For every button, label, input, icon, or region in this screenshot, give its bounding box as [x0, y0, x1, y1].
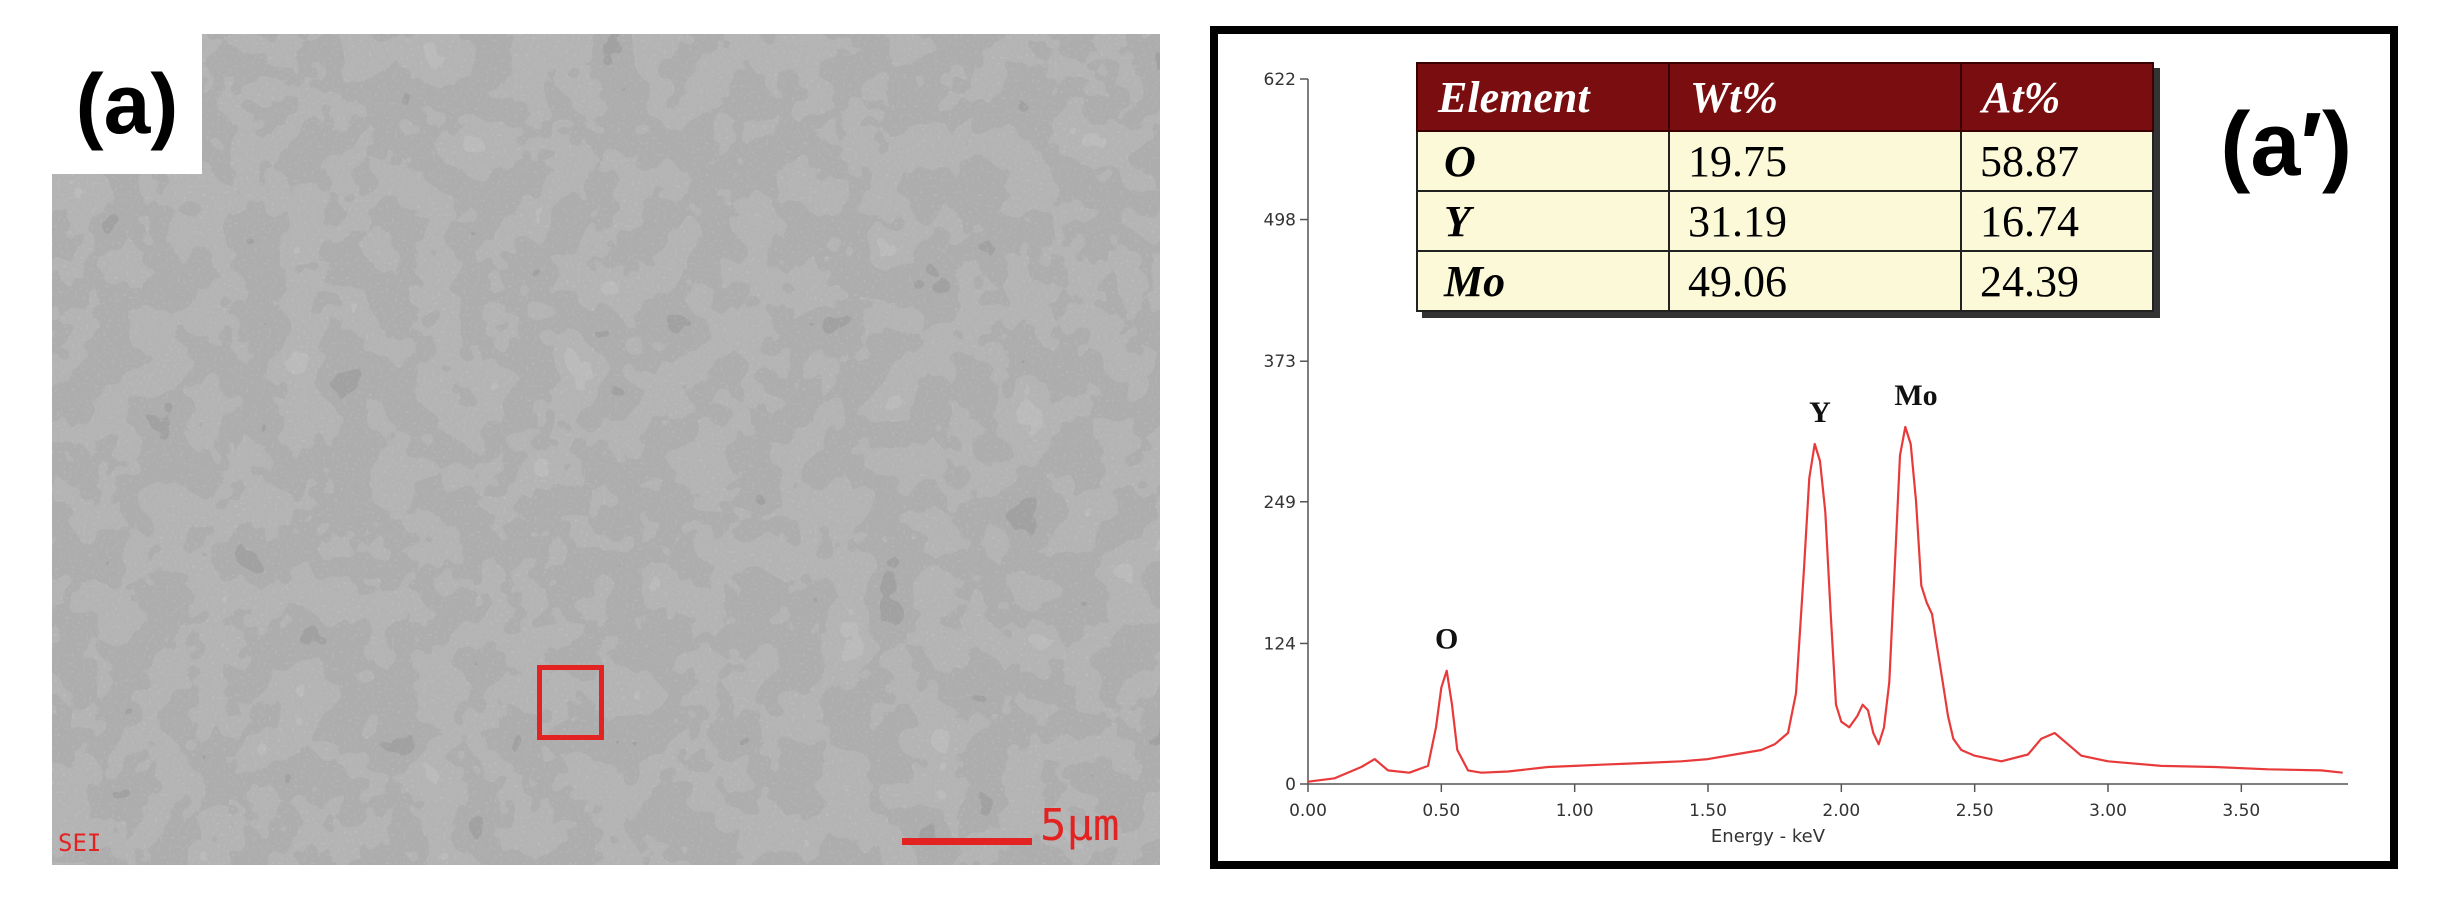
table-row: Y 31.19 16.74 — [1416, 190, 2154, 252]
peak-label-y: Y — [1809, 396, 1831, 429]
cell-wt: 19.75 — [1668, 130, 1962, 192]
cell-element: O — [1416, 130, 1670, 192]
x-tick-label: 1.50 — [1689, 801, 1727, 821]
panel-label-a: (a) — [52, 34, 202, 174]
x-tick-label: 0.50 — [1422, 801, 1460, 821]
x-tick-label: 2.00 — [1822, 801, 1860, 821]
cell-wt: 31.19 — [1668, 190, 1962, 252]
peak-label-o: O — [1435, 623, 1458, 656]
spectrum-line — [1307, 425, 2343, 783]
analysis-region-box — [537, 665, 604, 740]
cell-element: Y — [1416, 190, 1670, 252]
cell-wt: 49.06 — [1668, 250, 1962, 312]
y-tick-label: 622 — [1264, 70, 1296, 90]
scale-bar-label: 5μm — [1040, 800, 1120, 851]
eds-spectrum-panel: 0 124 249 373 498 622 0.00 0.50 1.00 1.50 2.00 2.50… — [1210, 26, 2398, 869]
cell-at: 24.39 — [1960, 250, 2154, 312]
sem-texture — [52, 34, 1160, 865]
y-tick-label: 0 — [1285, 775, 1296, 795]
y-tick-label: 373 — [1264, 352, 1296, 372]
header-at: At% — [1960, 62, 2154, 132]
composition-table: Element Wt% At% O 19.75 58.87 Y 31.19 16… — [1416, 62, 2154, 312]
cell-at: 58.87 — [1960, 130, 2154, 192]
sem-micrograph: (a) SEI 5μm — [52, 34, 1160, 865]
cell-element: Mo — [1416, 250, 1670, 312]
x-tick-label: 3.00 — [2089, 801, 2127, 821]
table-header-row: Element Wt% At% — [1416, 62, 2154, 132]
peak-label-mo: Mo — [1894, 379, 1937, 412]
y-tick-label: 124 — [1264, 634, 1296, 654]
x-axis-label: Energy - keV — [1711, 826, 1826, 847]
detector-label: SEI — [58, 829, 102, 857]
y-tick-label: 249 — [1264, 493, 1296, 513]
x-tick-label: 2.50 — [1956, 801, 1994, 821]
panel-label-a-prime: (a′) — [2220, 95, 2352, 195]
cell-at: 16.74 — [1960, 190, 2154, 252]
y-tick-label: 498 — [1264, 211, 1296, 231]
table-row: O 19.75 58.87 — [1416, 130, 2154, 192]
scale-bar — [902, 838, 1032, 845]
x-tick-label: 3.50 — [2222, 801, 2260, 821]
header-element: Element — [1416, 62, 1670, 132]
eds-spectrum-chart: 0 124 249 373 498 622 0.00 0.50 1.00 1.50 2.00 2.50… — [1264, 70, 2348, 847]
header-wt: Wt% — [1668, 62, 1962, 132]
x-tick-label: 1.00 — [1556, 801, 1594, 821]
x-tick-label: 0.00 — [1289, 801, 1327, 821]
table-row: Mo 49.06 24.39 — [1416, 250, 2154, 312]
